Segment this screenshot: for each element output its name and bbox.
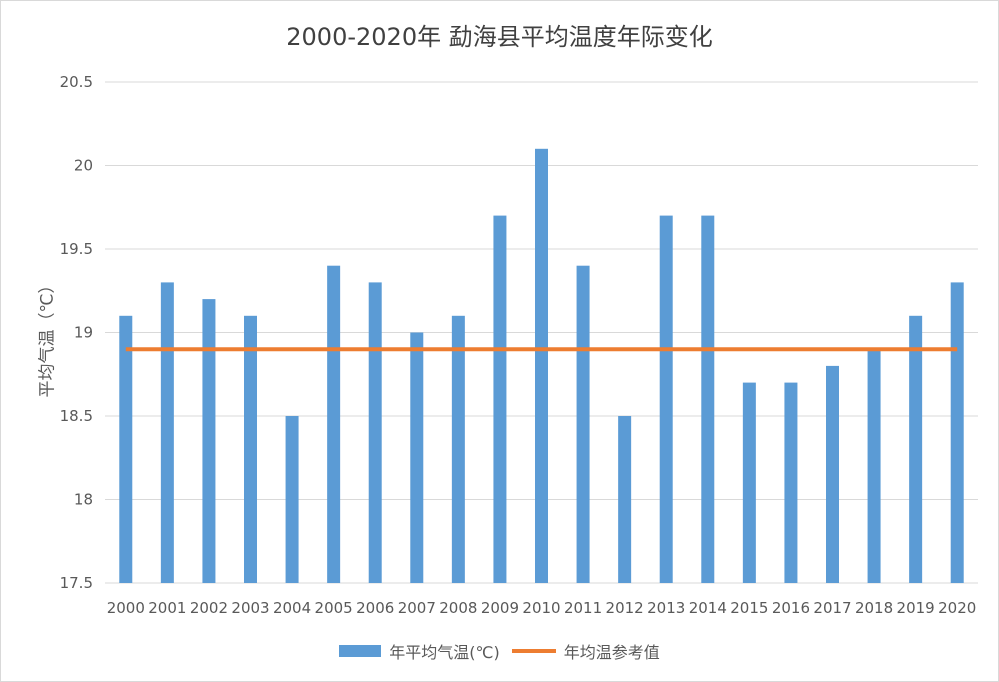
bar xyxy=(659,215,673,583)
y-tick-label: 18.5 xyxy=(60,407,93,425)
bar xyxy=(285,416,299,583)
x-tick-label: 2000 xyxy=(107,599,145,617)
x-tick-label: 2011 xyxy=(564,599,602,617)
y-tick-label: 20 xyxy=(74,157,93,175)
legend-swatch-bar xyxy=(339,645,382,657)
bar xyxy=(160,282,174,583)
x-tick-label: 2017 xyxy=(813,599,851,617)
bar xyxy=(867,349,881,583)
x-tick-label: 2008 xyxy=(439,599,477,617)
x-tick-label: 2010 xyxy=(522,599,560,617)
bar xyxy=(784,382,798,583)
legend-label-line: 年均温参考值 xyxy=(563,643,660,662)
bar xyxy=(244,315,257,583)
bar xyxy=(950,282,964,583)
x-tick-label: 2015 xyxy=(730,599,768,617)
chart-title: 2000-2020年 勐海县平均温度年际变化 xyxy=(286,23,713,51)
x-tick-label: 2018 xyxy=(855,599,893,617)
x-tick-label: 2014 xyxy=(689,599,727,617)
y-tick-label: 19.5 xyxy=(60,240,93,258)
legend-label-bar: 年平均气温(℃) xyxy=(389,643,500,662)
y-tick-label: 18 xyxy=(74,491,93,509)
bar xyxy=(368,282,382,583)
x-tick-label: 2019 xyxy=(897,599,935,617)
bar xyxy=(701,215,715,583)
bar xyxy=(119,315,133,583)
legend-item-bar: 年平均气温(℃) xyxy=(339,639,500,663)
x-tick-label: 2007 xyxy=(398,599,436,617)
bar xyxy=(909,315,923,583)
x-tick-label: 2012 xyxy=(606,599,644,617)
y-tick-label: 19 xyxy=(74,324,93,342)
x-tick-label: 2005 xyxy=(315,599,353,617)
x-tick-label: 2013 xyxy=(647,599,685,617)
y-tick-label: 17.5 xyxy=(60,574,93,592)
y-tick-label: 20.5 xyxy=(60,73,93,91)
x-tick-label: 2001 xyxy=(148,599,186,617)
x-tick-label: 2004 xyxy=(273,599,311,617)
x-tick-label: 2002 xyxy=(190,599,228,617)
bar xyxy=(576,265,590,583)
bar xyxy=(327,265,341,583)
x-tick-label: 2020 xyxy=(938,599,976,617)
bar xyxy=(410,332,424,583)
x-tick-label: 2003 xyxy=(231,599,269,617)
legend-swatch-line xyxy=(511,649,556,653)
bar xyxy=(826,365,839,583)
x-tick-label: 2006 xyxy=(356,599,394,617)
legend: 年平均气温(℃) 年均温参考值 xyxy=(1,639,998,663)
bar xyxy=(535,148,548,584)
bar xyxy=(451,315,465,583)
bar xyxy=(493,215,507,583)
legend-item-line: 年均温参考值 xyxy=(511,639,660,663)
bar xyxy=(742,382,756,583)
x-tick-label: 2009 xyxy=(481,599,519,617)
x-tick-label: 2016 xyxy=(772,599,810,617)
bar xyxy=(618,416,632,583)
bar xyxy=(202,299,216,583)
